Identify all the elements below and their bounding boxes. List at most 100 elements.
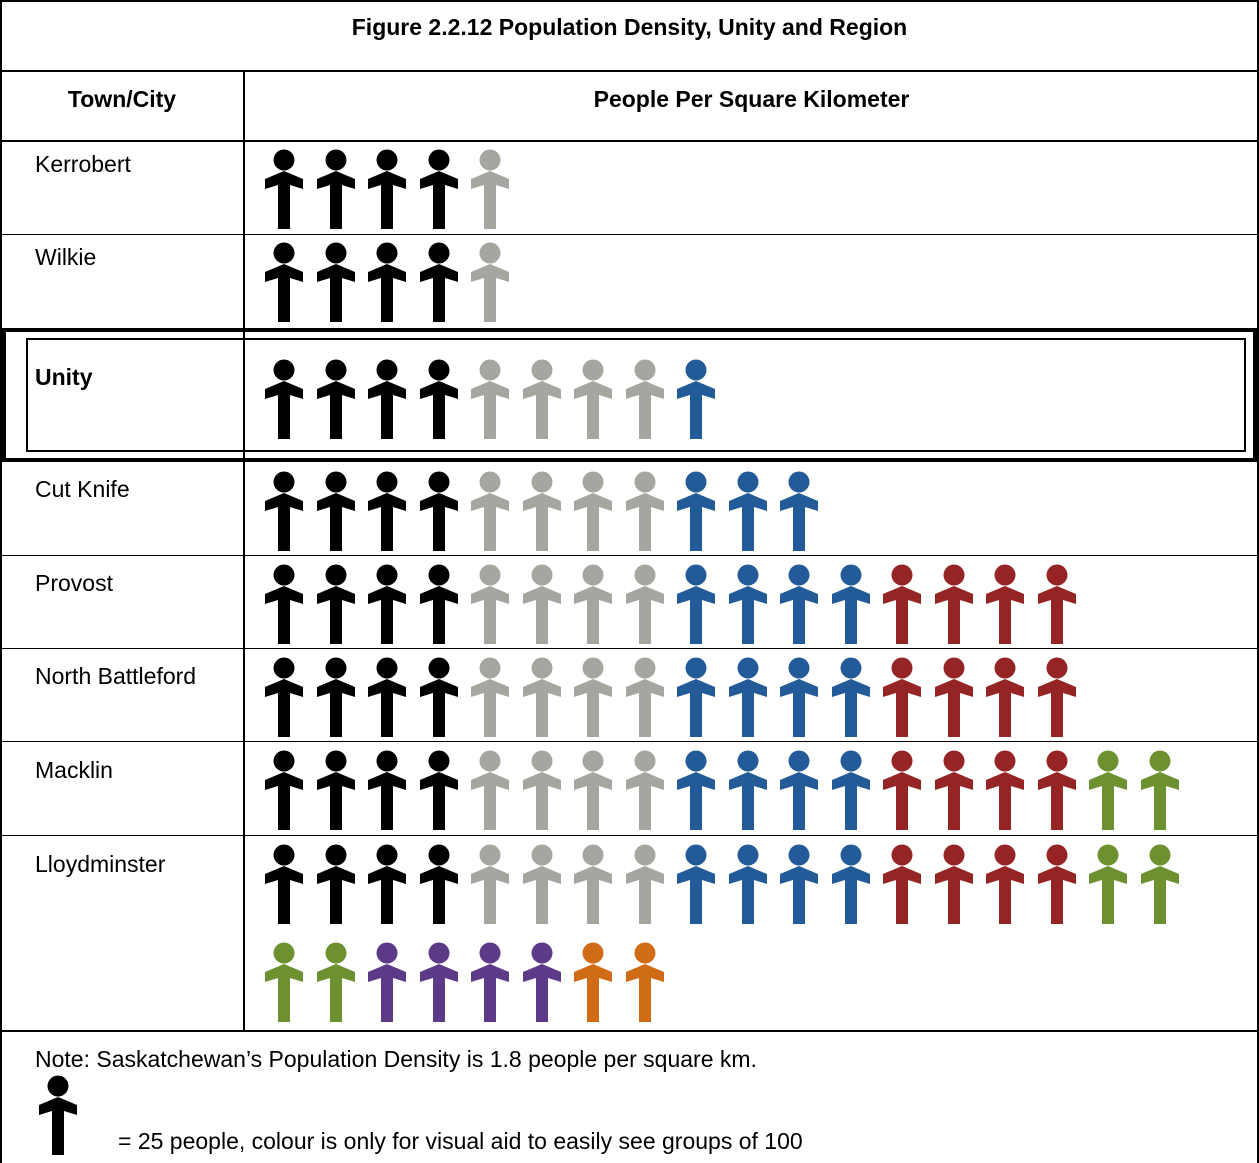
person-icon-north-battleford-2 — [316, 657, 355, 737]
person-icon-cut-knife-11 — [780, 471, 818, 551]
person-icon-provost-6 — [522, 564, 561, 644]
person-icon-lloydminster-8 — [625, 844, 664, 924]
person-icon-lloydminster-3 — [368, 844, 406, 924]
person-icon-macklin-1 — [265, 750, 303, 830]
person-icon-macklin-18 — [1140, 750, 1179, 830]
person-icon-cut-knife-3 — [368, 471, 406, 551]
person-icon-macklin-4 — [419, 750, 458, 830]
person-icon-lloydminster-21 — [368, 942, 406, 1022]
person-icon-cut-knife-2 — [316, 471, 355, 551]
person-icon-provost-13 — [883, 564, 921, 644]
person-icon-lloydminster-16 — [1037, 844, 1076, 924]
person-icon-lloydminster-26 — [625, 942, 664, 1022]
row-divider-provost — [0, 648, 1259, 649]
person-icon-macklin-5 — [471, 750, 509, 830]
person-icon-macklin-7 — [574, 750, 612, 830]
person-icon-provost-14 — [934, 564, 973, 644]
row-label-macklin: Macklin — [35, 757, 113, 783]
person-icon-cut-knife-7 — [574, 471, 612, 551]
person-icon-unity-3 — [368, 359, 406, 439]
person-icon-lloydminster-13 — [883, 844, 921, 924]
person-icon-kerrobert-4 — [419, 149, 458, 229]
person-icon-lloydminster-11 — [780, 844, 818, 924]
column-divider-top — [243, 70, 245, 334]
row-divider-north-battleford — [0, 741, 1259, 742]
unity-box-inner-top — [26, 338, 1246, 340]
person-icon-north-battleford-3 — [368, 657, 406, 737]
person-icon-cut-knife-10 — [728, 471, 767, 551]
person-icon-provost-8 — [625, 564, 664, 644]
person-icon-north-battleford-7 — [574, 657, 612, 737]
person-icon-lloydminster-15 — [986, 844, 1024, 924]
person-icon-provost-3 — [368, 564, 406, 644]
table-top-border — [0, 0, 1259, 2]
person-icon-provost-4 — [419, 564, 458, 644]
row-label-unity: Unity — [35, 364, 93, 390]
person-icon-north-battleford-11 — [780, 657, 818, 737]
unity-box-inner-right — [1244, 338, 1246, 452]
person-icon-lloydminster-7 — [574, 844, 612, 924]
person-icon-lloydminster-2 — [316, 844, 355, 924]
person-icon-provost-1 — [265, 564, 303, 644]
person-icon-north-battleford-12 — [831, 657, 870, 737]
row-label-north-battleford: North Battleford — [35, 663, 197, 689]
person-icon-north-battleford-16 — [1037, 657, 1076, 737]
column-divider-unity — [243, 334, 245, 461]
row-label-wilkie: Wilkie — [35, 244, 97, 270]
unity-box-outer-left — [0, 328, 6, 462]
person-icon-lloydminster-12 — [831, 844, 870, 924]
person-icon-lloydminster-23 — [471, 942, 509, 1022]
person-icon-provost-7 — [574, 564, 612, 644]
unity-box-inner-bottom — [26, 450, 1246, 452]
person-icon-wilkie-2 — [316, 242, 355, 322]
person-icon-lloydminster-1 — [265, 844, 303, 924]
row-divider-cut-knife — [0, 555, 1259, 556]
person-icon-unity-8 — [625, 359, 664, 439]
figure-title: Figure 2.2.12 Population Density, Unity … — [351, 14, 908, 40]
person-icon-lloydminster-19 — [265, 942, 303, 1022]
person-icon-macklin-9 — [677, 750, 715, 830]
person-icon-macklin-13 — [883, 750, 921, 830]
header-divider — [0, 140, 1259, 142]
person-icon-lloydminster-4 — [419, 844, 458, 924]
person-icon-lloydminster-17 — [1089, 844, 1127, 924]
person-icon-macklin-10 — [728, 750, 767, 830]
person-icon-lloydminster-10 — [728, 844, 767, 924]
person-icon-macklin-6 — [522, 750, 561, 830]
density-note: Note: Saskatchewan’s Population Density … — [35, 1046, 757, 1072]
person-icon-north-battleford-6 — [522, 657, 561, 737]
person-icon-north-battleford-10 — [728, 657, 767, 737]
person-icon-provost-10 — [728, 564, 767, 644]
person-icon-unity-6 — [522, 359, 561, 439]
person-icon-macklin-3 — [368, 750, 406, 830]
person-icon-lloydminster-22 — [419, 942, 458, 1022]
person-icon-provost-16 — [1037, 564, 1076, 644]
person-icon-unity-4 — [419, 359, 458, 439]
person-icon-north-battleford-8 — [625, 657, 664, 737]
unity-box-outer-top — [0, 328, 1259, 332]
person-icon-unity-5 — [471, 359, 509, 439]
person-icon-wilkie-5 — [471, 242, 509, 322]
person-icon-north-battleford-5 — [471, 657, 509, 737]
person-icon-kerrobert-2 — [316, 149, 355, 229]
column-divider-bottom — [243, 461, 245, 1031]
person-icon-provost-15 — [986, 564, 1024, 644]
row-divider-lloydminster — [0, 1030, 1259, 1032]
row-label-kerrobert: Kerrobert — [35, 151, 131, 177]
person-icon-lloydminster-14 — [934, 844, 973, 924]
unity-box-inner-left — [26, 338, 28, 452]
person-icon-provost-11 — [780, 564, 818, 644]
person-icon-kerrobert-5 — [471, 149, 509, 229]
person-icon-kerrobert-1 — [265, 149, 303, 229]
person-icon-unity-1 — [265, 359, 303, 439]
person-icon-wilkie-1 — [265, 242, 303, 322]
person-icon-provost-12 — [831, 564, 870, 644]
row-label-cut-knife: Cut Knife — [35, 476, 130, 502]
person-icon-unity-9 — [677, 359, 715, 439]
legend-text: = 25 people, colour is only for visual a… — [118, 1128, 803, 1154]
person-icon-provost-5 — [471, 564, 509, 644]
person-icon-lloydminster-6 — [522, 844, 561, 924]
column-header-density: People Per Square Kilometer — [593, 86, 910, 112]
person-icon-cut-knife-1 — [265, 471, 303, 551]
